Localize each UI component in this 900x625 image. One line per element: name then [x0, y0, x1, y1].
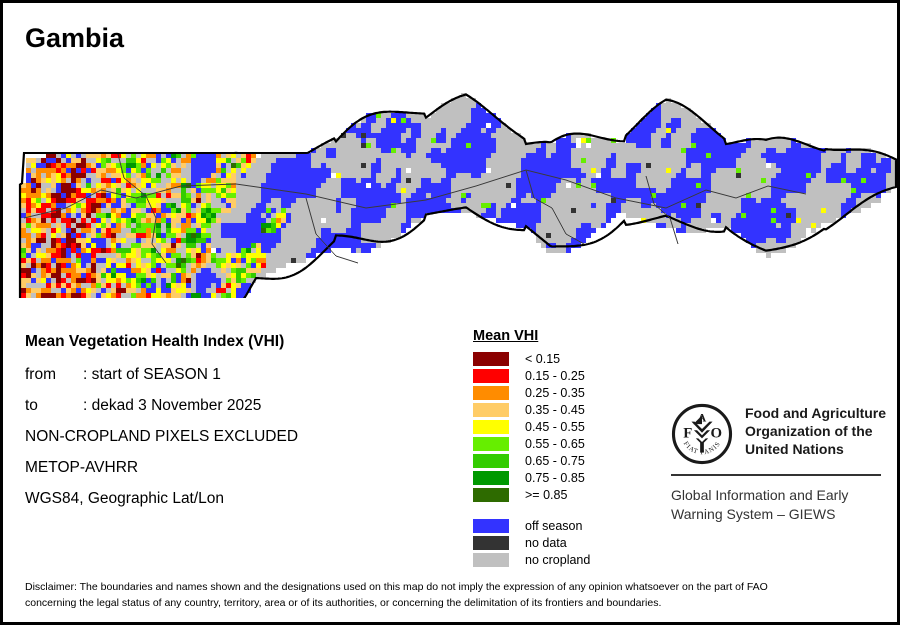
info-from-value: : start of SEASON 1	[83, 366, 221, 383]
disclaimer-line2: concerning the legal status of any count…	[25, 597, 662, 610]
info-to-row: to : dekad 3 November 2025	[25, 397, 445, 415]
legend-label-special-2: no cropland	[525, 552, 591, 567]
info-heading: Mean Vegetation Health Index (VHI)	[25, 333, 285, 350]
legend-swatch-special-1	[473, 535, 509, 550]
legend-row: 0.25 - 0.35	[473, 384, 653, 401]
legend-label-special-0: off season	[525, 518, 583, 533]
legend-swatch-class-5	[473, 436, 509, 451]
info-sensor: METOP-AVHRR	[25, 459, 139, 476]
fao-header: F A O FIAT PANIS Food and Agriculture Or…	[671, 403, 887, 465]
legend-swatch-special-0	[473, 518, 509, 533]
legend-swatch-special-2	[473, 552, 509, 567]
fao-name-line3: United Nations	[745, 440, 844, 457]
legend-label-class-7: 0.75 - 0.85	[525, 470, 585, 485]
legend-row: off season	[473, 517, 653, 534]
svg-text:O: O	[710, 426, 722, 442]
legend-row: 0.75 - 0.85	[473, 469, 653, 486]
fao-name-line2: Organization of the	[745, 422, 873, 439]
fao-branding: F A O FIAT PANIS Food and Agriculture Or…	[671, 403, 887, 524]
legend-row: 0.65 - 0.75	[473, 452, 653, 469]
disclaimer-line1: Disclaimer: The boundaries and names sho…	[25, 581, 768, 593]
legend-title: Mean VHI	[473, 328, 539, 344]
info-from-label: from	[25, 366, 56, 383]
legend-swatch-class-7	[473, 470, 509, 485]
svg-text:A: A	[698, 412, 707, 425]
legend-special-list: off season no data no cropland	[473, 517, 653, 568]
disclaimer: Disclaimer: The boundaries and names sho…	[25, 579, 875, 612]
legend-label-class-5: 0.55 - 0.65	[525, 436, 585, 451]
vhi-map-canvas	[6, 58, 897, 298]
legend-swatch-class-2	[473, 385, 509, 400]
info-to-label: to	[25, 397, 38, 414]
legend-label-class-0: < 0.15	[525, 351, 561, 366]
legend-row: 0.55 - 0.65	[473, 435, 653, 452]
legend-row: no cropland	[473, 551, 653, 568]
legend-label-class-6: 0.65 - 0.75	[525, 453, 585, 468]
fao-name: Food and Agriculture Organization of the…	[745, 403, 886, 459]
info-projection: WGS84, Geographic Lat/Lon	[25, 490, 225, 507]
legend-row: no data	[473, 534, 653, 551]
fao-divider	[671, 474, 881, 476]
legend-class-list: < 0.15 0.15 - 0.25 0.25 - 0.35 0.35 - 0.45 0…	[473, 350, 653, 503]
giews-text: Global Information and Early Warning Sys…	[671, 486, 887, 524]
svg-text:F: F	[683, 426, 692, 442]
legend-label-special-1: no data	[525, 535, 567, 550]
legend-row: 0.35 - 0.45	[473, 401, 653, 418]
legend-swatch-class-3	[473, 402, 509, 417]
legend-swatch-class-0	[473, 351, 509, 366]
legend-swatch-class-1	[473, 368, 509, 383]
info-note: NON-CROPLAND PIXELS EXCLUDED	[25, 428, 299, 445]
legend-row: 0.15 - 0.25	[473, 367, 653, 384]
legend-row: >= 0.85	[473, 486, 653, 503]
fao-logo-icon: F A O FIAT PANIS	[671, 403, 733, 465]
giews-line1: Global Information and Early	[671, 487, 849, 503]
page-title: Gambia	[25, 23, 125, 53]
giews-line2: Warning System – GIEWS	[671, 505, 836, 522]
legend-row: 0.45 - 0.55	[473, 418, 653, 435]
legend-row: < 0.15	[473, 350, 653, 367]
legend-swatch-class-6	[473, 453, 509, 468]
legend-label-class-3: 0.35 - 0.45	[525, 402, 585, 417]
map-figure	[6, 58, 897, 298]
map-info-block: Mean Vegetation Health Index (VHI) from:…	[25, 333, 445, 521]
legend-label-class-1: 0.15 - 0.25	[525, 368, 585, 383]
legend-label-class-4: 0.45 - 0.55	[525, 419, 585, 434]
legend-spacer	[473, 503, 653, 517]
legend-swatch-class-4	[473, 419, 509, 434]
fao-name-line1: Food and Agriculture	[745, 405, 887, 421]
info-from-row: from : start of SEASON 1	[25, 366, 445, 384]
legend-swatch-class-8	[473, 487, 509, 502]
legend-label-class-2: 0.25 - 0.35	[525, 385, 585, 400]
legend-label-class-8: >= 0.85	[525, 487, 568, 502]
map-legend: Mean VHI < 0.15 0.15 - 0.25 0.25 - 0.35 0.3…	[473, 328, 653, 568]
info-to-value: : dekad 3 November 2025	[83, 397, 262, 414]
